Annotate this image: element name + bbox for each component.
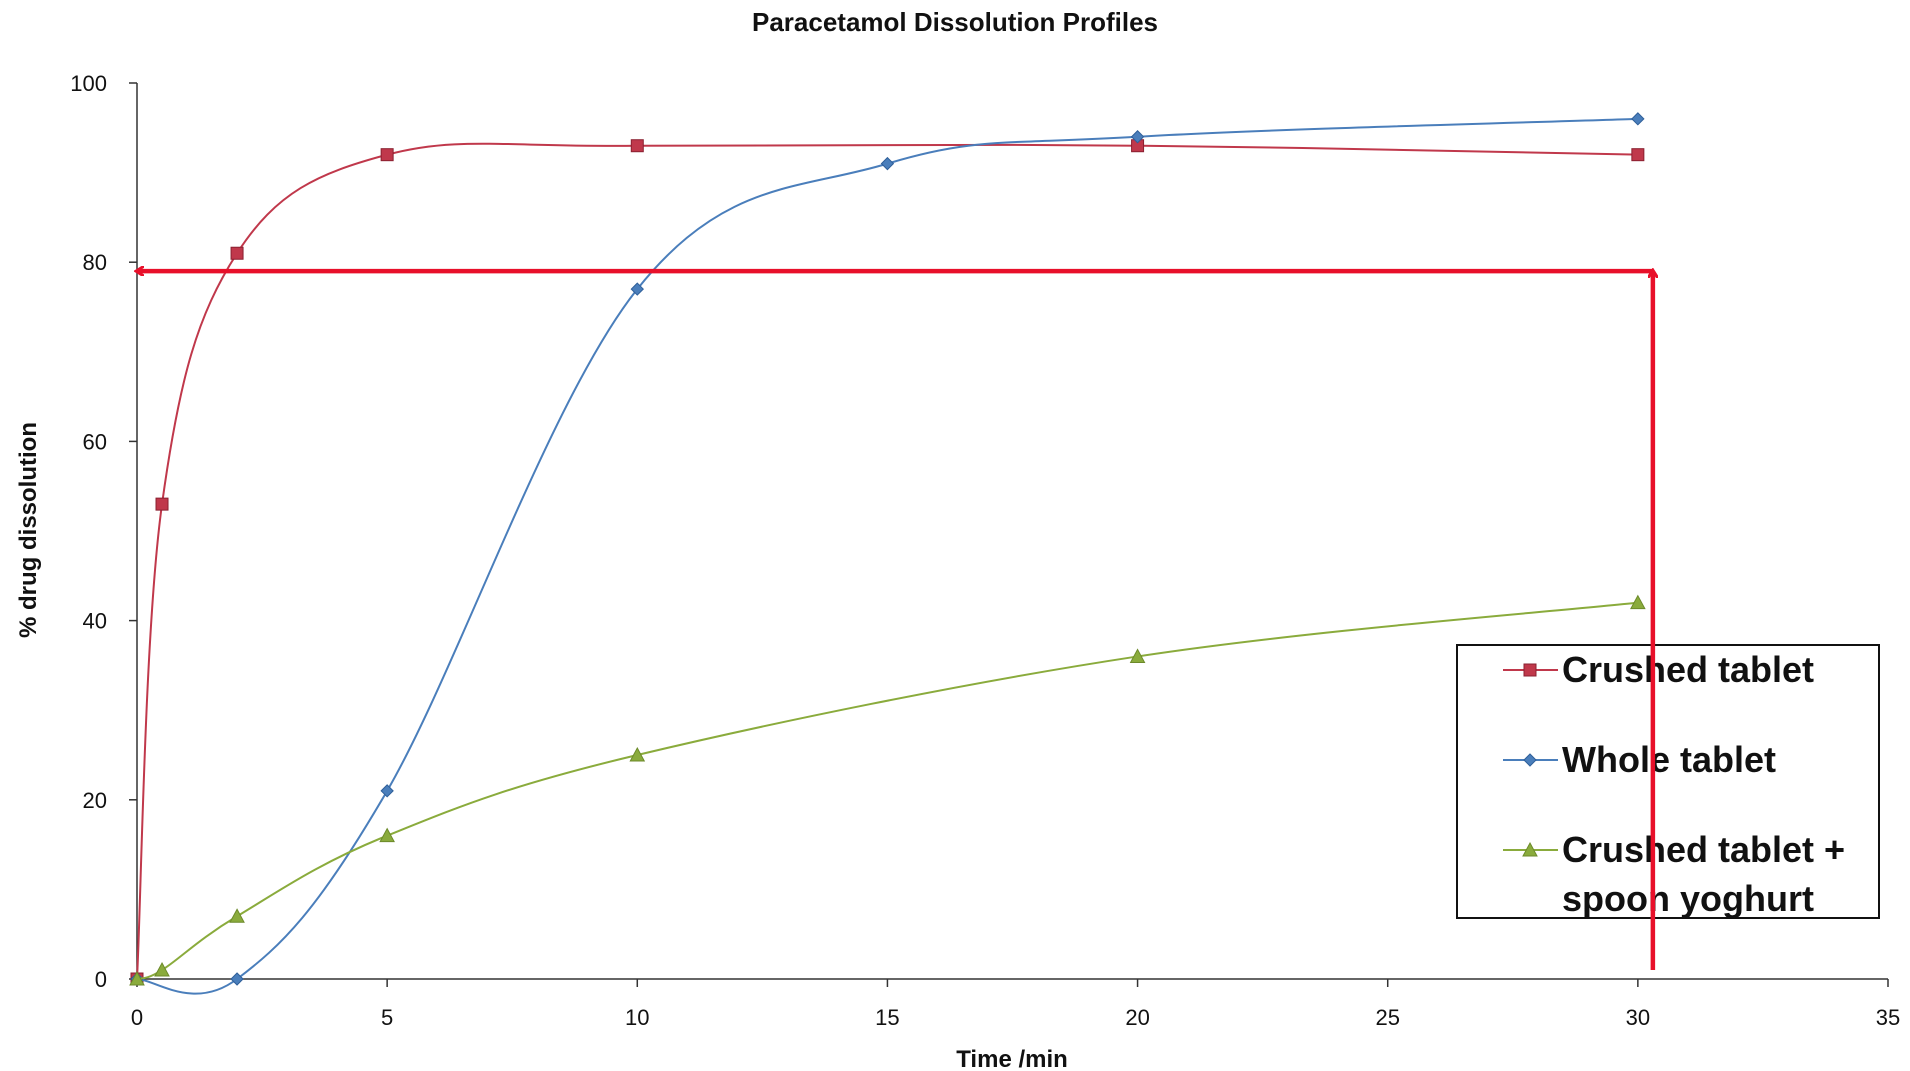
data-point: [880, 156, 895, 171]
x-tick-label: 15: [875, 1005, 899, 1030]
series-line: [136, 601, 1638, 980]
legend-label: spoon yoghurt: [1562, 878, 1814, 919]
y-tick-label: 60: [83, 429, 107, 454]
data-point: [1631, 148, 1645, 162]
x-ticks: 0 5 10 15 20 25 30 35: [131, 979, 1900, 1030]
data-point: [630, 139, 644, 153]
y-axis-label: % drug dissolution: [15, 422, 42, 638]
chart-title: Paracetamol Dissolution Profiles: [752, 7, 1158, 37]
x-tick-label: 20: [1125, 1005, 1149, 1030]
x-tick-label: 10: [625, 1005, 649, 1030]
legend-swatch-marker: [1522, 841, 1538, 857]
legend-items: Crushed tablet Whole tablet Crushed tablet…: [1503, 649, 1845, 919]
data-point: [1130, 130, 1145, 144]
data-point: [379, 827, 395, 843]
series-line: [136, 117, 1638, 995]
data-point: [154, 961, 170, 977]
series-2: [130, 112, 1645, 995]
data-point: [1631, 112, 1645, 126]
legend-label: Crushed tablet: [1562, 649, 1814, 690]
annotation-layer: [137, 271, 1653, 971]
legend-swatch-marker: [1523, 753, 1537, 767]
y-ticks: 0 20 40 60 80 100: [70, 71, 137, 992]
y-tick-label: 100: [70, 71, 107, 96]
legend-item: Crushed tablet + spoon yoghurt: [1503, 829, 1845, 919]
y-tick-label: 0: [95, 967, 107, 992]
axes: [136, 83, 1888, 980]
y-tick-label: 20: [83, 788, 107, 813]
legend-item: Whole tablet: [1503, 739, 1776, 780]
data-point: [1129, 648, 1146, 663]
data-point: [230, 972, 244, 986]
legend-box: [1456, 644, 1880, 919]
legend: Crushed tablet Whole tablet Crushed tablet…: [1456, 644, 1880, 919]
data-point: [630, 282, 644, 296]
x-axis-label: Time /min: [956, 1046, 1068, 1071]
series-1: [130, 139, 1645, 986]
series-3: [129, 594, 1646, 986]
data-point: [155, 497, 169, 511]
series-layer: [129, 112, 1646, 995]
x-tick-label: 0: [131, 1005, 143, 1030]
legend-label: Whole tablet: [1562, 739, 1776, 780]
data-point: [129, 970, 145, 986]
legend-swatch-marker: [1523, 663, 1537, 677]
x-tick-label: 35: [1876, 1005, 1900, 1030]
x-tick-label: 30: [1626, 1005, 1650, 1030]
x-tick-label: 5: [381, 1005, 393, 1030]
legend-item: Crushed tablet: [1503, 649, 1814, 690]
y-tick-label: 40: [83, 609, 107, 634]
data-point: [229, 908, 245, 923]
data-point: [629, 746, 646, 762]
data-point: [380, 148, 394, 162]
y-tick-label: 80: [83, 250, 107, 275]
data-point: [230, 246, 244, 260]
data-point: [1630, 594, 1646, 610]
x-tick-label: 25: [1375, 1005, 1399, 1030]
data-point: [380, 784, 394, 798]
series-line: [136, 142, 1638, 980]
legend-label: Crushed tablet +: [1562, 829, 1845, 870]
